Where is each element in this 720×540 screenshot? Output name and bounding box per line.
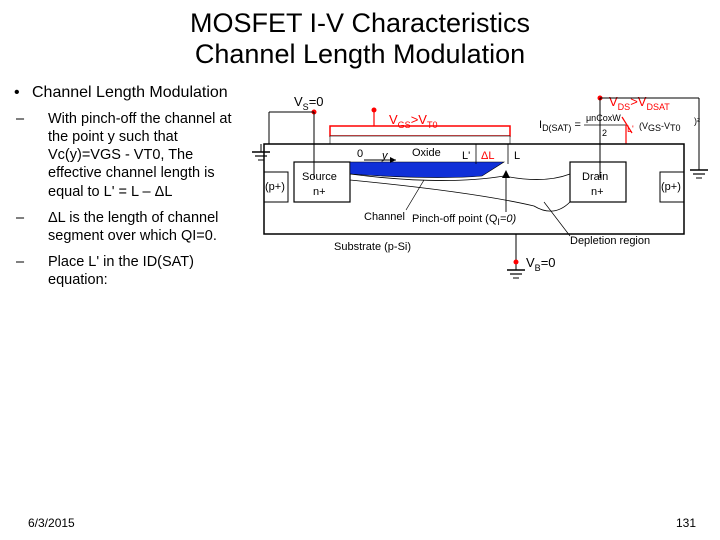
mosfet-diagram: VS=0 VGS>VT0 VDS>VDSAT ID(SAT) = μnCoxW … <box>244 84 714 399</box>
svg-text:VDS>VDSAT: VDS>VDSAT <box>609 94 670 112</box>
title-line-1: MOSFET I-V Characteristics <box>0 8 720 39</box>
svg-text:(p+): (p+) <box>661 181 681 193</box>
svg-text:Source: Source <box>302 171 337 183</box>
svg-text:VS=0: VS=0 <box>294 94 324 112</box>
text-column: • Channel Length Modulation –With pinch-… <box>14 84 244 399</box>
ground-icon <box>507 270 525 278</box>
svg-text:L: L <box>514 150 520 162</box>
footer-page: 131 <box>676 516 696 530</box>
svg-text:Oxide: Oxide <box>412 147 441 159</box>
sub-bullet-3: Place L' in the ID(SAT) equation: <box>48 254 194 288</box>
svg-text:0: 0 <box>357 148 363 160</box>
sub-bullet-2: ΔL is the length of channel segment over… <box>48 210 218 244</box>
svg-text:μnCoxW: μnCoxW <box>586 113 621 123</box>
title-line-2: Channel Length Modulation <box>0 39 720 70</box>
svg-text:ΔL: ΔL <box>481 150 494 162</box>
svg-text:2: 2 <box>602 128 607 138</box>
svg-text:Substrate (p-Si): Substrate (p-Si) <box>334 241 411 253</box>
svg-text:Channel: Channel <box>364 211 405 223</box>
svg-text:VGS>VT0: VGS>VT0 <box>389 112 437 130</box>
svg-text:L': L' <box>627 124 634 134</box>
svg-text:n+: n+ <box>313 186 326 198</box>
svg-text:ID(SAT) =: ID(SAT) = <box>539 119 581 133</box>
svg-text:n+: n+ <box>591 186 604 198</box>
diagram-svg: VS=0 VGS>VT0 VDS>VDSAT ID(SAT) = μnCoxW … <box>244 84 714 394</box>
ground-icon <box>252 144 270 160</box>
svg-text:(p+): (p+) <box>265 181 285 193</box>
sub-bullet-1: With pinch-off the channel at the point … <box>48 111 232 200</box>
bullet-dot: • <box>14 84 32 102</box>
svg-text:L': L' <box>462 150 470 162</box>
svg-text:Depletion region: Depletion region <box>570 235 650 247</box>
svg-text:Drain: Drain <box>582 171 608 183</box>
svg-text:VB=0: VB=0 <box>526 255 556 273</box>
bullet-main-text: Channel Length Modulation <box>32 84 228 102</box>
svg-text:(VGS-VT0: (VGS-VT0 <box>639 121 681 133</box>
svg-text:Pinch-off point (QI=0): Pinch-off point (QI=0) <box>412 213 516 227</box>
footer-date: 6/3/2015 <box>28 516 75 530</box>
